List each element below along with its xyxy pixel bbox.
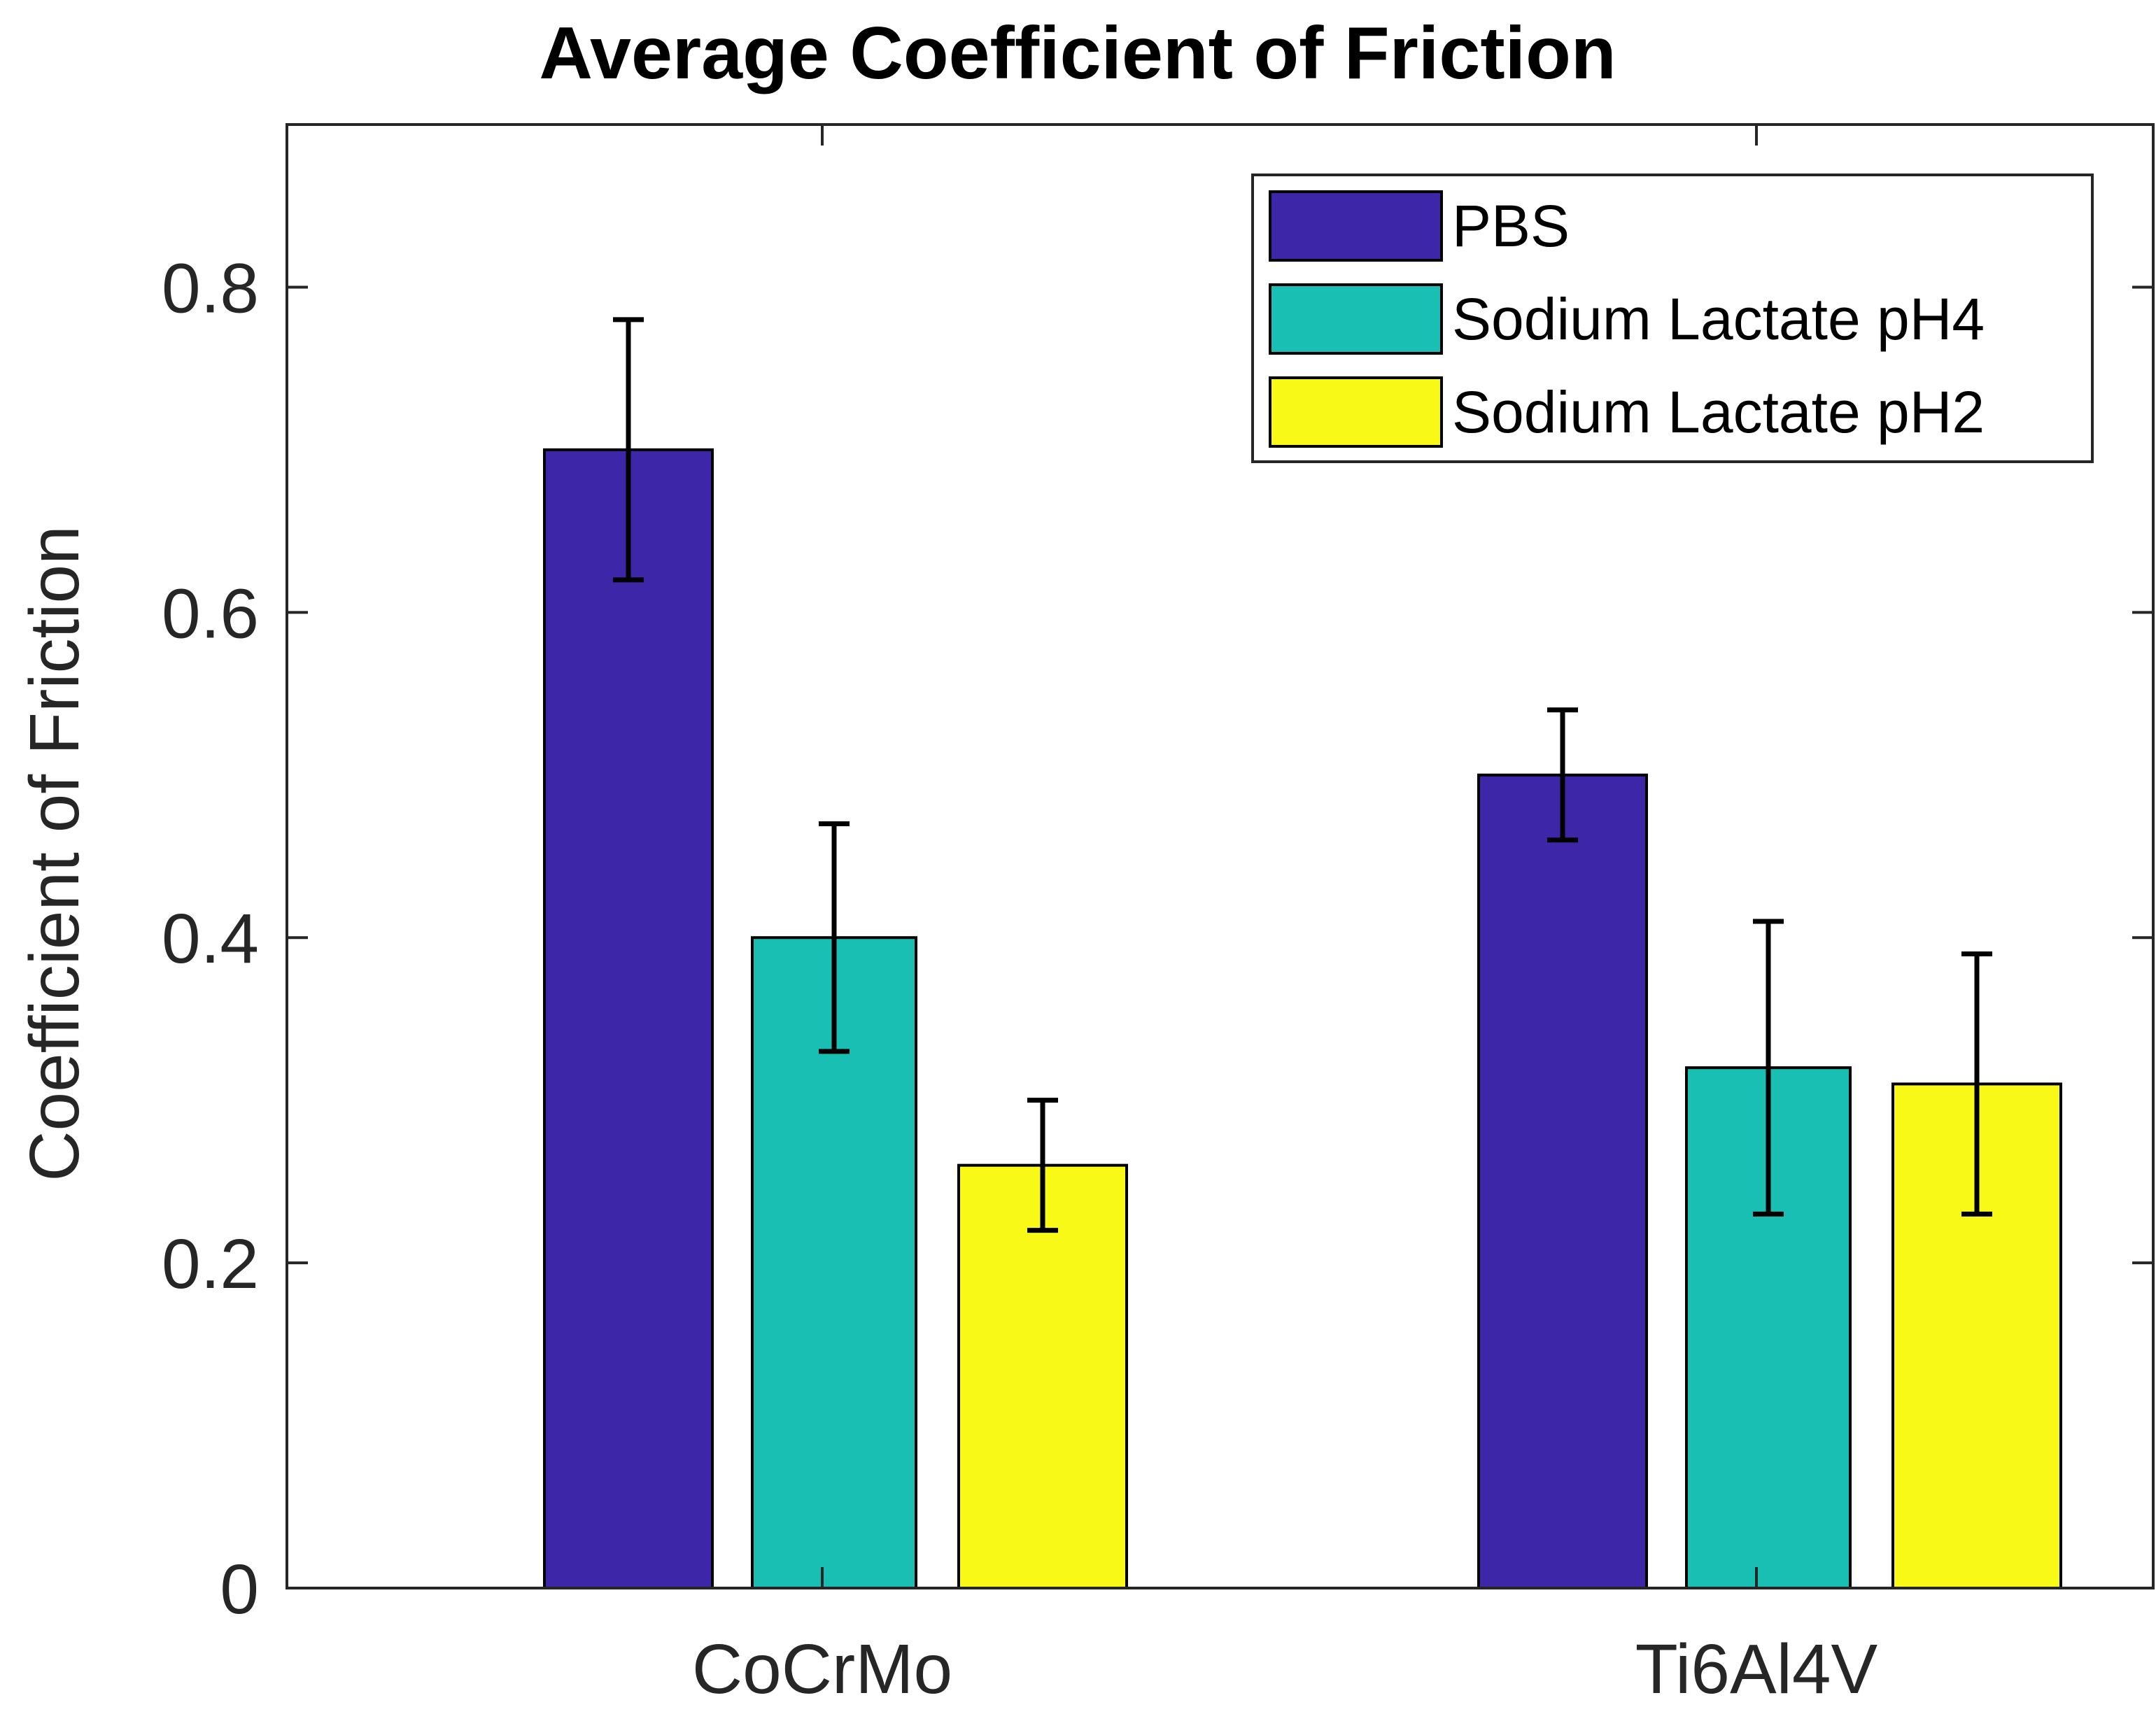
y-tick-label: 0.4 <box>162 900 259 978</box>
legend-label: Sodium Lactate pH2 <box>1452 379 1985 445</box>
legend-label: PBS <box>1452 193 1570 259</box>
y-tick-label: 0.6 <box>162 574 259 653</box>
y-tick-label: 0.2 <box>162 1225 259 1303</box>
y-tick-label: 0 <box>220 1550 259 1629</box>
legend-swatch <box>1269 190 1443 262</box>
y-tick-label: 0.8 <box>162 249 259 327</box>
legend: PBS Sodium Lactate pH4 Sodium Lactate pH2 <box>1251 173 2094 463</box>
y-axis-label: Coefficient of Friction <box>15 525 94 1181</box>
bar-pbs-ti6al4v <box>1477 773 1648 1589</box>
legend-swatch <box>1269 283 1443 355</box>
bar-sodium-lactate-ph2-cocrmo <box>957 1163 1128 1589</box>
plot-frame <box>286 123 2155 1589</box>
bar-pbs-cocrmo <box>543 448 714 1589</box>
legend-label: Sodium Lactate pH4 <box>1452 286 1985 352</box>
legend-swatch <box>1269 376 1443 448</box>
x-tick-label: CoCrMo <box>692 1630 952 1708</box>
x-tick-label: Ti6Al4V <box>1635 1630 1878 1708</box>
chart-title: Average Coefficient of Friction <box>539 12 1616 94</box>
